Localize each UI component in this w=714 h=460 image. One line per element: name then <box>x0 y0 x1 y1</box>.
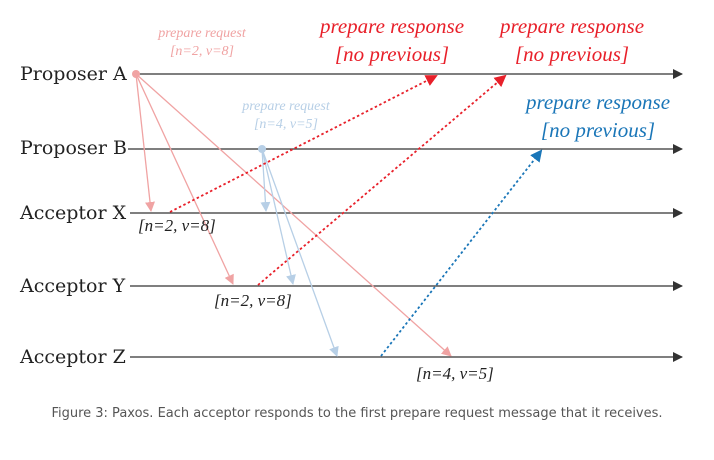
acceptor-z-state: [n=4, v=5] <box>416 364 494 383</box>
lane-label-proposer-b: Proposer B <box>20 137 127 159</box>
lane-label-acceptor-x: Acceptor X <box>19 202 127 224</box>
request-b-to-y-arrow <box>261 148 296 285</box>
request-b-to-x-arrow <box>260 148 271 212</box>
response-z-to-b-arrow <box>380 149 543 357</box>
response-2-values: [no previous] <box>515 42 629 66</box>
request-b-title: prepare request <box>241 99 331 114</box>
request-b-values: [n=4, v=5] <box>254 117 318 132</box>
response-1-values: [no previous] <box>335 42 449 66</box>
response-2-title: prepare response <box>498 14 644 38</box>
lane-label-acceptor-z: Acceptor Z <box>19 346 126 368</box>
request-a-values: [n=2, v=8] <box>170 44 234 59</box>
request-a-to-z-arrow <box>135 73 452 357</box>
figure-caption: Figure 3: Paxos. Each acceptor responds … <box>51 406 663 421</box>
lane-label-proposer-a: Proposer A <box>20 63 127 85</box>
request-a-to-y-arrow <box>135 73 234 285</box>
request-a-title: prepare request <box>157 26 247 41</box>
acceptor-y-state: [n=2, v=8] <box>214 291 292 310</box>
response-y-to-a-arrow <box>257 74 507 286</box>
paxos-diagram: Proposer A Proposer B Acceptor X Accepto… <box>19 14 683 383</box>
request-a-to-x-arrow <box>135 73 155 212</box>
request-b-to-z-arrow <box>261 148 339 357</box>
response-3-values: [no previous] <box>541 118 655 142</box>
response-x-to-a-arrow <box>169 75 438 213</box>
acceptor-x-state: [n=2, v=8] <box>138 216 216 235</box>
response-3-title: prepare response <box>524 90 670 114</box>
response-1-title: prepare response <box>318 14 464 38</box>
lane-label-acceptor-y: Acceptor Y <box>19 275 126 297</box>
